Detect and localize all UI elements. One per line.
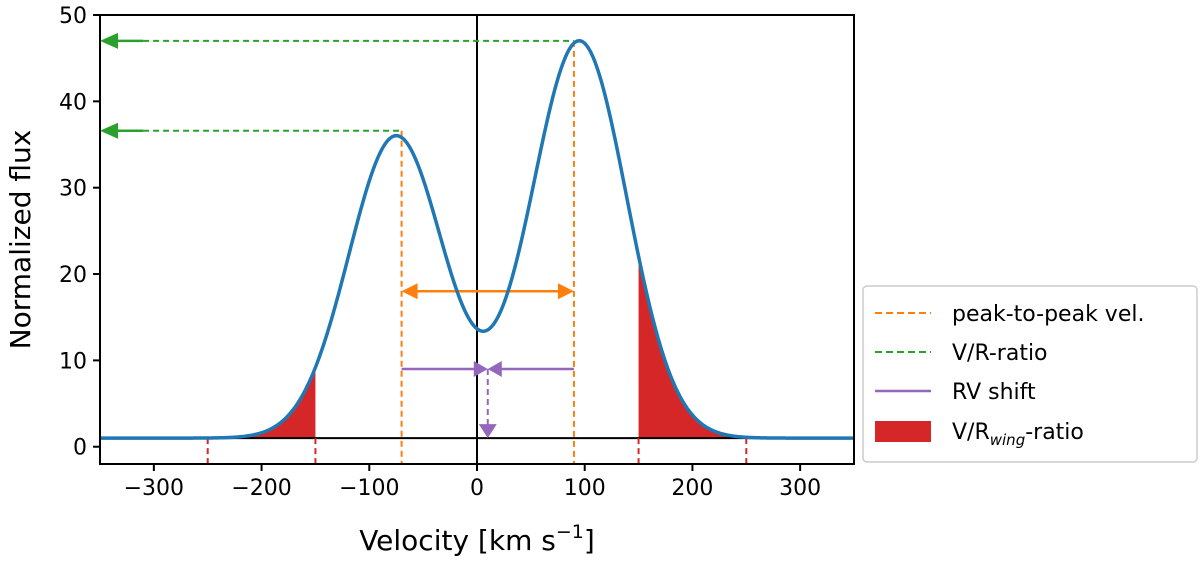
x-tick-label-0: −300 [124,476,184,501]
y-tick-label-2: 20 [59,263,87,288]
vr-arrow-head-red [100,32,118,49]
x-tick-label-4: 100 [564,476,606,501]
x-tick-label-3: 0 [470,476,484,501]
y-tick-label-5: 50 [59,4,87,29]
legend-swatch-wing-ratio [875,421,931,442]
legend-label-peak-to-peak: peak-to-peak vel. [952,302,1144,327]
y-tick-label-1: 10 [59,349,87,374]
rv-shift-left-head [473,361,488,378]
y-tick-label-4: 40 [59,90,87,115]
legend-label-wing-tail: -ratio [1025,420,1084,445]
legend-box [862,285,1198,463]
peak-to-peak-arrow-head-right [557,283,574,300]
rv-shift-right-head [487,361,502,378]
y-tick-label-3: 30 [59,177,87,202]
legend: peak-to-peak vel. V/R-ratio RV shift V/R… [862,285,1198,463]
curve-layer [99,38,855,440]
x-tick-label-6: 300 [779,476,821,501]
legend-label-vr-ratio: V/R-ratio [952,341,1048,366]
profile-curve [99,38,855,440]
axes-layer: −300 −200 −100 0 100 200 300 0 10 20 30 40 50 [59,4,821,501]
y-tick-label-0: 0 [73,436,87,461]
y-axis-label: Normalized flux [4,130,37,350]
legend-label-wing-subscript: wing [990,431,1025,449]
x-tick-label-5: 200 [671,476,713,501]
peak-to-peak-arrow-head-left [401,283,418,300]
wing-fill-layer [207,256,747,439]
vr-arrow-head-violet [100,122,118,139]
x-tick-label-1: −200 [231,476,291,501]
x-axis-label-superscript: −1 [556,521,584,543]
x-axis-label: Velocity [km s−1] [359,521,595,557]
legend-label-wing-main: V/R [952,420,990,445]
annotation-layer [100,15,854,464]
legend-label-rv-shift: RV shift [952,380,1036,405]
x-axis-label-main: Velocity [km s [359,524,556,557]
x-axis-label-tail: ] [584,524,595,557]
x-tick-label-2: −100 [339,476,399,501]
wing-fill-region-1 [638,256,747,439]
wing-fill-region-0 [207,367,316,439]
legend-label-wing-ratio: V/Rwing-ratio [952,420,1084,449]
rv-shift-drop-head [478,424,497,439]
